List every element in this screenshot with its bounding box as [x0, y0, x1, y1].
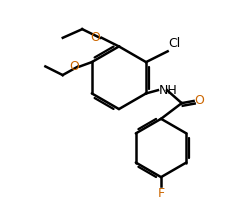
Text: O: O [194, 94, 204, 108]
Text: O: O [90, 31, 100, 44]
Text: Cl: Cl [168, 37, 180, 50]
Text: NH: NH [158, 84, 176, 97]
Text: O: O [69, 60, 79, 73]
Text: F: F [157, 187, 164, 200]
